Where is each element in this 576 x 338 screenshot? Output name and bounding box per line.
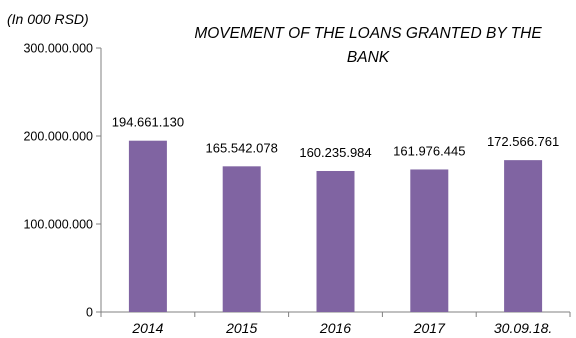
unit-label: (In 000 RSD) [7, 11, 89, 27]
x-tick-label: 2016 [319, 320, 351, 336]
data-label: 165.542.078 [206, 140, 278, 155]
x-tick-label: 2014 [131, 320, 163, 336]
data-label: 161.976.445 [393, 143, 465, 158]
chart-title-line-1: MOVEMENT OF THE LOANS GRANTED BY THE [194, 25, 542, 42]
x-axis-ticks: 2014 2015 2016 2017 30.09.18. [100, 312, 571, 336]
data-label: 172.566.761 [487, 134, 559, 149]
bar-2016 [316, 170, 355, 312]
x-tick-label: 30.09.18. [494, 320, 552, 336]
y-tick-label: 300.000.000 [23, 42, 93, 56]
x-tick-label: 2015 [225, 320, 257, 336]
y-tick-label: 100.000.000 [23, 218, 93, 232]
bars [128, 140, 543, 312]
y-axis-ticks: 0 100.000.000 200.000.000 300.000.000 [23, 42, 101, 320]
bar-2014 [128, 140, 167, 312]
x-tick-label: 2017 [413, 320, 446, 336]
y-tick-label: 200.000.000 [23, 130, 93, 144]
bar-2017 [410, 169, 449, 312]
data-labels: 194.661.130 165.542.078 160.235.984 161.976… [112, 115, 559, 160]
data-label: 194.661.130 [112, 115, 184, 130]
data-label: 160.235.984 [299, 145, 371, 160]
bar-30-09-18 [504, 160, 543, 312]
bar-2015 [222, 166, 261, 312]
chart-title-line-2: BANK [347, 49, 390, 66]
y-tick-label: 0 [86, 306, 93, 320]
